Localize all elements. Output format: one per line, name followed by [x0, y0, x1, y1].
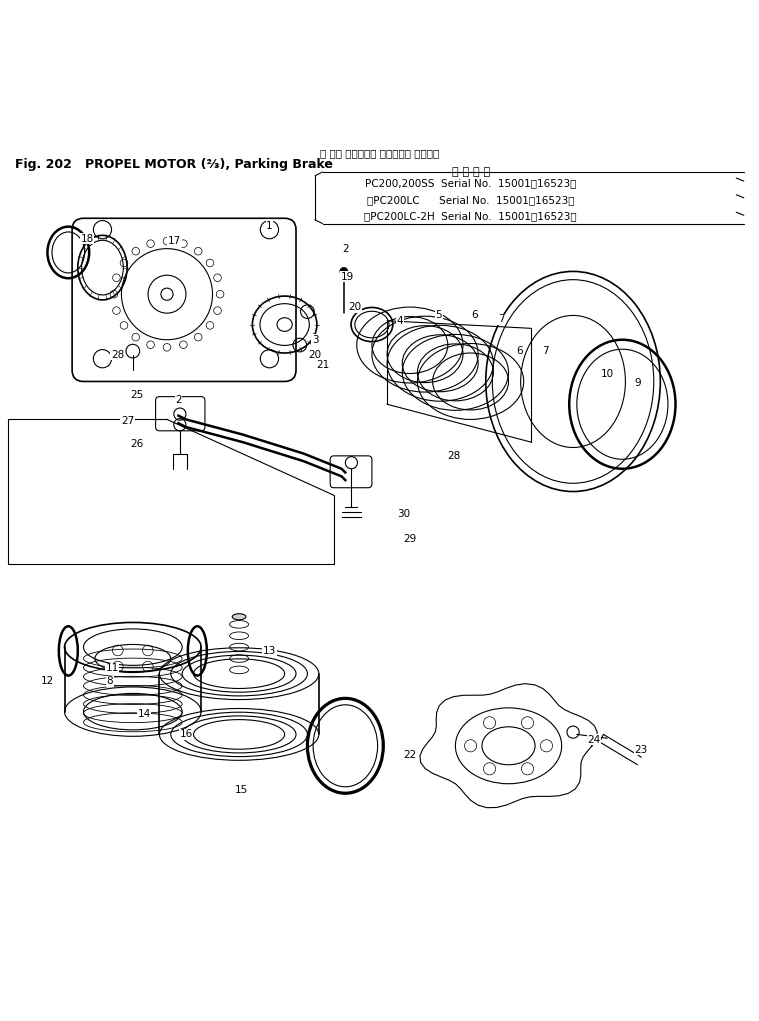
Text: 6: 6	[471, 309, 477, 320]
Text: 20: 20	[308, 350, 322, 360]
Text: 13: 13	[263, 646, 276, 655]
Text: 30: 30	[397, 509, 411, 520]
Text: 1: 1	[266, 221, 272, 231]
Text: 5: 5	[436, 309, 442, 320]
Text: 15: 15	[235, 785, 248, 794]
Text: 28: 28	[447, 451, 461, 460]
Text: 8: 8	[107, 676, 113, 686]
Text: 23: 23	[635, 744, 648, 755]
Text: 22: 22	[403, 749, 417, 760]
Text: 20: 20	[348, 302, 362, 312]
Text: 29: 29	[403, 534, 417, 544]
Text: 17: 17	[168, 236, 181, 246]
Text: 9: 9	[635, 378, 641, 388]
Text: Fig. 202   PROPEL MOTOR (⅔), Parking Brake: Fig. 202 PROPEL MOTOR (⅔), Parking Brake	[15, 157, 333, 171]
Text: 28: 28	[111, 350, 124, 360]
Text: 16: 16	[179, 729, 193, 739]
Text: 19: 19	[341, 272, 354, 282]
Text: 適 用 号 機: 適 用 号 機	[452, 167, 490, 178]
Text: 25: 25	[130, 390, 143, 400]
Text: 2: 2	[342, 244, 348, 253]
Text: 24: 24	[587, 735, 601, 744]
Text: 14: 14	[137, 709, 151, 719]
Ellipse shape	[232, 614, 246, 620]
Text: 11: 11	[106, 664, 119, 674]
Text: 6: 6	[517, 346, 523, 356]
Text: 27: 27	[121, 416, 134, 426]
Text: 18: 18	[80, 234, 94, 244]
Text: 10: 10	[600, 369, 614, 379]
Text: （PC200LC      Serial No.  15001～16523）: （PC200LC Serial No. 15001～16523）	[367, 195, 575, 205]
Text: 21: 21	[316, 359, 329, 370]
Text: 3: 3	[312, 335, 318, 345]
Text: （PC200LC-2H  Serial No.  15001～16523）: （PC200LC-2H Serial No. 15001～16523）	[364, 211, 577, 222]
Circle shape	[340, 268, 348, 276]
Text: 12: 12	[40, 676, 54, 686]
Text: PC200,200SS  Serial No.  15001～16523）: PC200,200SS Serial No. 15001～16523）	[365, 178, 576, 188]
Text: 7: 7	[498, 314, 504, 325]
Text: 7: 7	[542, 346, 548, 356]
Text: 26: 26	[130, 439, 143, 448]
Text: 走 行　 モータ　　 パーキング ブレーキ: 走 行 モータ パーキング ブレーキ	[320, 148, 439, 158]
Text: 2: 2	[175, 395, 181, 405]
Text: 4: 4	[397, 315, 403, 326]
